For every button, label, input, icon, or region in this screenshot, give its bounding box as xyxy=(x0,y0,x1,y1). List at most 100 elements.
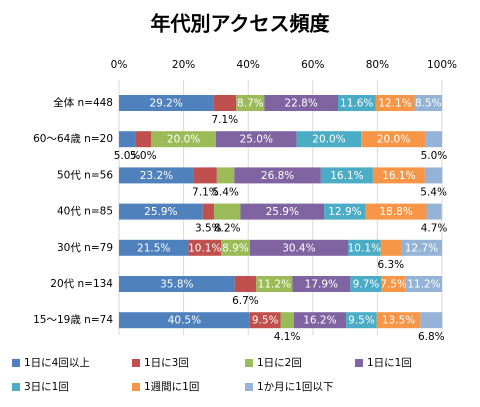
bar-segment xyxy=(119,276,235,292)
data-label: 8.5% xyxy=(415,98,442,110)
bar-segment xyxy=(119,131,136,148)
data-label: 21.5% xyxy=(137,242,170,254)
bar-segment xyxy=(372,167,425,184)
bar-segment xyxy=(256,276,293,292)
legend-swatch xyxy=(12,359,20,367)
data-label: 5.4% xyxy=(420,186,447,198)
data-label: 7.5% xyxy=(380,279,407,291)
data-label: 12.9% xyxy=(328,206,361,218)
data-label: 7.1% xyxy=(211,114,238,126)
legend-swatch xyxy=(12,383,20,391)
x-tick-label: 20% xyxy=(172,59,195,71)
legend-label: 1日に3回 xyxy=(144,357,189,369)
bar-segment xyxy=(292,276,351,292)
x-tick-label: 0% xyxy=(111,59,128,71)
bar-segment xyxy=(213,95,237,111)
legend-swatch xyxy=(245,383,253,391)
bar-segment xyxy=(188,239,222,256)
data-label: 23.2% xyxy=(140,170,173,182)
bar-segment xyxy=(119,312,250,329)
legend-label: 1日に1回 xyxy=(367,357,412,369)
data-label: 10.1% xyxy=(348,242,381,254)
bar-segment xyxy=(375,95,415,111)
data-label: 29.2% xyxy=(149,98,182,110)
data-label: 5.0% xyxy=(114,150,141,162)
bar-segment xyxy=(280,312,294,329)
bar-segment xyxy=(240,203,325,220)
bar-segment xyxy=(249,312,281,329)
bar-segment xyxy=(350,276,382,292)
bar-segment xyxy=(234,276,257,292)
data-label: 11.6% xyxy=(340,98,373,110)
data-label: 20.0% xyxy=(167,134,200,146)
data-label: 4.1% xyxy=(274,331,301,343)
bar-segment xyxy=(346,312,377,329)
bar-segment xyxy=(296,131,362,148)
bar-segment xyxy=(119,203,203,220)
data-label: 30.4% xyxy=(282,242,315,254)
legend-label: 1週間に1回 xyxy=(144,381,199,393)
data-label: 4.7% xyxy=(421,223,448,235)
data-label: 6.3% xyxy=(377,259,404,271)
x-tick-label: 80% xyxy=(366,59,389,71)
bar-segment xyxy=(420,312,443,329)
data-label: 13.5% xyxy=(382,315,415,327)
bar-segment xyxy=(380,239,401,256)
data-label: 17.9% xyxy=(305,279,338,291)
x-tick-label: 60% xyxy=(301,59,324,71)
bar-segment xyxy=(361,131,426,148)
data-label: 16.2% xyxy=(303,315,336,327)
bar-segment xyxy=(381,276,406,292)
bar-segment xyxy=(348,239,381,256)
bar-segment xyxy=(216,167,235,184)
y-tick-label: 30代 n=79 xyxy=(57,242,113,254)
bar-segment xyxy=(135,131,152,148)
data-label: 22.8% xyxy=(284,98,317,110)
bar-segment xyxy=(213,203,241,220)
legend-swatch xyxy=(355,359,363,367)
data-label: 40.5% xyxy=(168,315,201,327)
data-label: 12.7% xyxy=(405,242,438,254)
legend-swatch xyxy=(132,383,140,391)
data-label: 9.5% xyxy=(252,315,279,327)
y-tick-label: 20代 n=134 xyxy=(50,278,113,290)
bar-segment xyxy=(337,95,376,111)
data-label: 7.1% xyxy=(192,186,219,198)
bar-segment xyxy=(193,167,217,184)
y-tick-label: 15～19歳 n=74 xyxy=(33,314,113,326)
bar-segment xyxy=(376,312,421,329)
data-label: 8.7% xyxy=(237,98,264,110)
chart-title: 年代別アクセス頻度 xyxy=(151,12,331,36)
bar-segment xyxy=(221,239,250,256)
data-label: 25.9% xyxy=(144,206,177,218)
data-label: 11.2% xyxy=(407,279,440,291)
data-label: 11.2% xyxy=(258,279,291,291)
legend-label: 1日に2回 xyxy=(257,357,302,369)
data-label: 5.4% xyxy=(212,186,239,198)
bar-segment xyxy=(215,131,297,148)
bar-segment xyxy=(424,167,443,184)
bar-segment xyxy=(249,239,349,256)
legend-label: 1日に4回以上 xyxy=(24,357,90,369)
data-label: 5.0% xyxy=(421,150,448,162)
data-label: 5.0% xyxy=(130,150,157,162)
legend-label: 1か月に1回以下 xyxy=(257,381,333,393)
legend-label: 3日に1回 xyxy=(24,381,69,393)
data-label: 9.5% xyxy=(348,315,375,327)
data-label: 12.1% xyxy=(378,98,411,110)
data-label: 18.8% xyxy=(379,206,412,218)
bar-segment xyxy=(236,95,265,111)
y-tick-label: 全体 n=448 xyxy=(53,96,113,109)
data-label: 16.1% xyxy=(330,170,363,182)
y-tick-label: 60～64歳 n=20 xyxy=(33,133,113,145)
bar-segment xyxy=(405,276,442,292)
data-label: 9.7% xyxy=(353,279,380,291)
bar-segment xyxy=(151,131,216,148)
data-label: 8.2% xyxy=(214,223,241,235)
data-label: 3.5% xyxy=(195,223,222,235)
x-tick-label: 40% xyxy=(237,59,260,71)
bar-segment xyxy=(293,312,347,329)
bar-segment xyxy=(234,167,321,184)
bar-segment xyxy=(264,95,338,111)
